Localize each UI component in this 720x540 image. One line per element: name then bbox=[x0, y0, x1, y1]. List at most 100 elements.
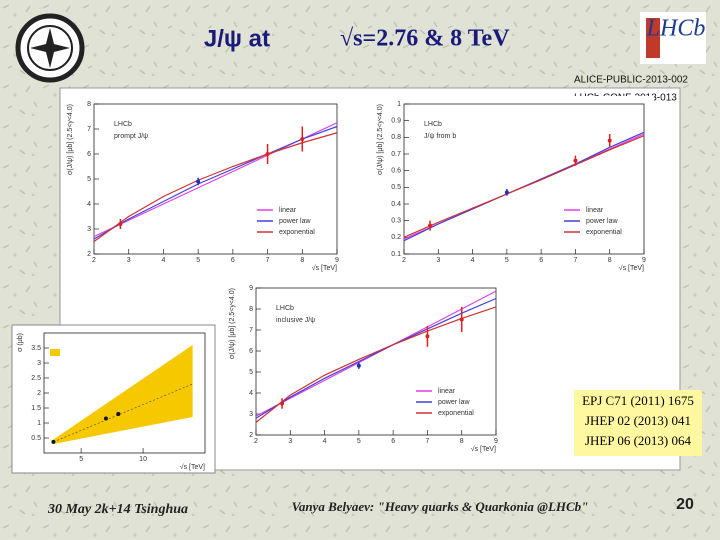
chart-panel bbox=[372, 96, 654, 274]
experiment-label: LHCb bbox=[276, 305, 294, 312]
y-tick-label: 3.5 bbox=[31, 345, 41, 352]
y-tick-label: 2 bbox=[87, 251, 91, 258]
sample-label: J/ψ from b bbox=[424, 133, 456, 140]
y-tick-label: 0.4 bbox=[391, 201, 401, 208]
footer-center: Vanya Belyaev: "Heavy quarks & Quarkonia… bbox=[292, 499, 589, 514]
y-tick-label: 1 bbox=[37, 420, 41, 427]
refs-box bbox=[574, 390, 702, 456]
x-axis-label: √s [TeV] bbox=[312, 264, 337, 272]
y-tick-label: 3 bbox=[87, 226, 91, 233]
theory-center bbox=[53, 383, 193, 443]
ref-bottom: JHEP 06 (2013) 064 bbox=[585, 433, 692, 448]
theory-band bbox=[53, 345, 193, 444]
x-tick-label: 3 bbox=[288, 438, 292, 445]
y-tick-label: 0.7 bbox=[391, 151, 401, 158]
y-tick-label: 6 bbox=[249, 348, 253, 355]
x-tick-label: 5 bbox=[357, 438, 361, 445]
x-axis-label: √s [TeV] bbox=[180, 463, 205, 471]
y-tick-label: 9 bbox=[249, 285, 253, 292]
x-tick-label: 7 bbox=[425, 438, 429, 445]
data-point bbox=[504, 190, 509, 195]
sample-label: prompt J/ψ bbox=[114, 133, 148, 140]
y-axis-label: σ (μb) bbox=[17, 333, 24, 352]
x-tick-label: 8 bbox=[608, 257, 612, 264]
y-tick-label: 0.5 bbox=[31, 435, 41, 442]
data-point bbox=[300, 137, 305, 141]
legend-label: linear bbox=[279, 207, 297, 214]
x-tick-label: 3 bbox=[127, 257, 131, 264]
x-tick-label: 2 bbox=[402, 257, 406, 264]
x-axis-label: √s [TeV] bbox=[619, 264, 644, 272]
y-tick-label: 3 bbox=[249, 411, 253, 418]
y-tick-label: 2.5 bbox=[31, 375, 41, 382]
legend-label: exponential bbox=[438, 410, 474, 417]
y-tick-label: 8 bbox=[249, 306, 253, 313]
institute-logo bbox=[15, 13, 85, 83]
legend-label: linear bbox=[586, 207, 604, 214]
x-tick-label: 9 bbox=[642, 257, 646, 264]
plot-frame bbox=[255, 287, 497, 436]
y-tick-label: 7 bbox=[87, 126, 91, 133]
x-tick-label: 6 bbox=[391, 438, 395, 445]
y-tick-label: 3 bbox=[37, 360, 41, 367]
y-tick-label: 2 bbox=[249, 432, 253, 439]
x-tick-label: 8 bbox=[300, 257, 304, 264]
y-tick-label: 0.3 bbox=[391, 218, 401, 225]
x-tick-label: 5 bbox=[505, 257, 509, 264]
data-point bbox=[118, 222, 123, 226]
x-tick-label: 10 bbox=[139, 456, 147, 463]
x-tick-label: 2 bbox=[254, 438, 258, 445]
legend-swatch bbox=[50, 349, 60, 356]
x-tick-label: 4 bbox=[161, 257, 165, 264]
lhcb-logo: LHCb bbox=[640, 12, 706, 64]
y-axis-label: σ(J/ψ) [μb] (2.5<y<4.0) bbox=[67, 104, 74, 175]
fit-curve bbox=[93, 125, 338, 240]
x-tick-label: 3 bbox=[436, 257, 440, 264]
data-point bbox=[265, 152, 270, 156]
legend-label: linear bbox=[438, 388, 456, 395]
legend-label: exponential bbox=[279, 229, 315, 236]
y-tick-label: 5 bbox=[249, 369, 253, 376]
experiment-label: LHCb bbox=[114, 121, 132, 128]
x-tick-label: 6 bbox=[539, 257, 543, 264]
data-point bbox=[196, 179, 201, 184]
y-tick-label: 4 bbox=[87, 201, 91, 208]
x-axis-label: √s [TeV] bbox=[471, 445, 496, 453]
legend-label: power law bbox=[586, 218, 618, 225]
x-tick-label: 6 bbox=[231, 257, 235, 264]
data-point bbox=[103, 416, 108, 421]
y-tick-label: 0.6 bbox=[391, 168, 401, 175]
y-tick-label: 0.2 bbox=[391, 234, 401, 241]
y-axis-label: σ(J/ψ) [μb] (2.5<y<4.0) bbox=[229, 288, 236, 359]
x-tick-label: 2 bbox=[92, 257, 96, 264]
legend-label: exponential bbox=[586, 229, 622, 236]
page-number: 20 bbox=[676, 496, 694, 513]
y-tick-label: 6 bbox=[87, 151, 91, 158]
ref-top: ALICE-PUBLIC-2013-002 bbox=[574, 75, 688, 86]
y-axis-label: σ(J/ψ) [μb] (2.5<y<4.0) bbox=[377, 104, 384, 175]
y-tick-label: 0.9 bbox=[391, 118, 401, 125]
x-tick-label: 5 bbox=[79, 456, 83, 463]
footer-left: 30 May 2k+14 Tsinghua bbox=[47, 502, 188, 517]
fit-curve bbox=[403, 135, 645, 238]
logo-text: LHCb bbox=[646, 16, 706, 42]
ref-bottom: EPJ C71 (2011) 1675 bbox=[582, 393, 694, 408]
fit-curve bbox=[255, 306, 497, 423]
y-tick-label: 8 bbox=[87, 101, 91, 108]
legend-label: power law bbox=[279, 218, 311, 225]
x-tick-label: 9 bbox=[494, 438, 498, 445]
x-tick-label: 7 bbox=[573, 257, 577, 264]
chart: 2 3 4 5 6 7 8 9 2 3 4 5 6 7 8 √s [TeV] σ(J/ψ) [μb] (2.5<… bbox=[62, 96, 347, 274]
y-tick-label: 7 bbox=[249, 327, 253, 334]
y-tick-label: 4 bbox=[249, 390, 253, 397]
legend-label: power law bbox=[438, 399, 470, 406]
y-tick-label: 0.1 bbox=[391, 251, 401, 258]
data-point bbox=[116, 412, 121, 416]
data-point bbox=[425, 334, 430, 339]
data-point bbox=[51, 439, 56, 444]
x-tick-label: 4 bbox=[471, 257, 475, 264]
data-point bbox=[280, 401, 285, 406]
